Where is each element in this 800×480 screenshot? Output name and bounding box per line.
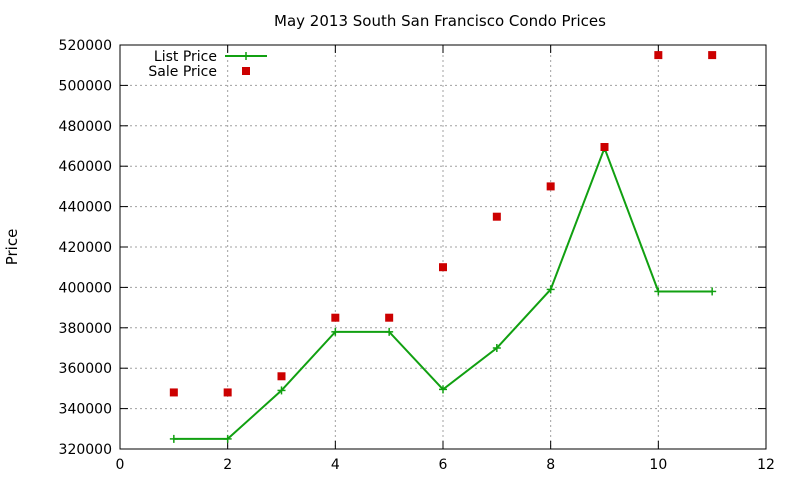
axes — [119, 44, 767, 450]
chart-title: May 2013 South San Francisco Condo Price… — [274, 12, 606, 30]
list-price-point — [277, 386, 286, 395]
sale-price-point — [331, 313, 340, 322]
list-price-point — [546, 285, 555, 294]
legend-label: Sale Price — [148, 64, 217, 80]
x-tick-label: 12 — [757, 457, 775, 473]
sale-price-point — [277, 372, 286, 381]
y-tick-label: 480000 — [59, 119, 112, 135]
sale-price-point — [654, 51, 663, 60]
x-tick-label: 6 — [439, 457, 448, 473]
y-tick-label: 380000 — [59, 321, 112, 337]
tick-labels: 0 2 4 6 8 10 12 320000 340000 360000 380000 400000 4… — [59, 38, 775, 473]
list-price-point — [169, 434, 178, 443]
y-tick-label: 360000 — [59, 361, 112, 377]
sale-price-point — [600, 143, 609, 152]
sale-price-point — [385, 313, 394, 322]
legend-label: List Price — [154, 49, 217, 65]
x-tick-label: 10 — [649, 457, 667, 473]
sale-price-point — [492, 212, 501, 221]
list-price-point — [223, 434, 232, 443]
list-price-point — [492, 344, 501, 352]
sale-price-point — [169, 388, 178, 397]
y-tick-label: 460000 — [59, 159, 112, 175]
x-tick-label: 8 — [546, 457, 555, 473]
x-tick-label: 2 — [223, 457, 232, 473]
grid — [120, 45, 766, 449]
y-tick-label: 420000 — [59, 240, 112, 256]
legend-square-swatch — [242, 67, 250, 75]
y-tick-label: 440000 — [59, 200, 112, 216]
y-tick-label: 400000 — [59, 280, 112, 296]
x-tick-label: 4 — [331, 457, 340, 473]
sale-price-point — [546, 182, 555, 191]
y-tick-label: 500000 — [59, 78, 112, 94]
list-price-point — [385, 327, 394, 336]
x-tick-label: 0 — [116, 457, 125, 473]
sale-price-point — [708, 51, 717, 60]
y-tick-label: 520000 — [59, 38, 112, 54]
y-axis-label: Price — [3, 229, 21, 266]
series-group — [169, 51, 717, 443]
list-price-point — [654, 287, 663, 296]
sale-price-point — [439, 263, 447, 272]
sale-price-point — [223, 388, 232, 397]
legend-cross-swatch — [242, 52, 250, 60]
y-tick-label: 320000 — [59, 442, 112, 458]
list-price-point — [708, 287, 717, 296]
list-price-point — [331, 327, 340, 336]
y-tick-label: 340000 — [59, 402, 112, 418]
list-price-point — [439, 385, 447, 394]
